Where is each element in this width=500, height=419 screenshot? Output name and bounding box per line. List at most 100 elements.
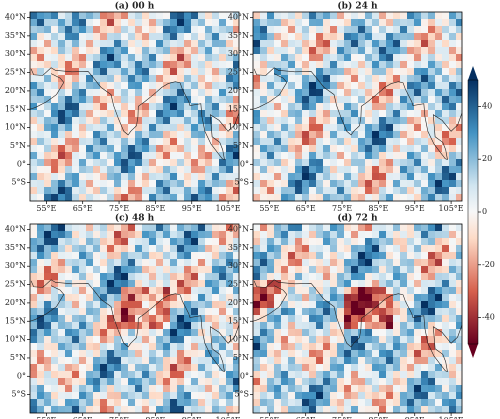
field-cell bbox=[205, 266, 212, 273]
field-cell bbox=[233, 364, 239, 371]
field-cell bbox=[330, 231, 337, 238]
field-cell bbox=[449, 68, 456, 75]
field-cell bbox=[100, 273, 107, 280]
field-cell bbox=[114, 47, 121, 54]
field-cell bbox=[428, 68, 435, 75]
field-cell bbox=[107, 103, 114, 110]
field-cell bbox=[330, 194, 337, 201]
field-cell bbox=[456, 406, 462, 413]
field-cell bbox=[51, 336, 58, 343]
field-cell bbox=[149, 194, 156, 201]
field-cell bbox=[212, 47, 219, 54]
field-cell bbox=[58, 378, 65, 385]
field-cell bbox=[267, 103, 274, 110]
field-cell bbox=[156, 103, 163, 110]
field-cell bbox=[295, 40, 302, 47]
field-cell bbox=[219, 75, 226, 82]
field-cell bbox=[344, 378, 351, 385]
field-cell bbox=[205, 187, 212, 194]
map-frame bbox=[252, 11, 463, 202]
field-cell bbox=[142, 350, 149, 357]
field-cell bbox=[358, 280, 365, 287]
field-cell bbox=[456, 315, 462, 322]
field-cell bbox=[435, 294, 442, 301]
field-cell bbox=[274, 26, 281, 33]
field-cell bbox=[65, 301, 72, 308]
field-cell bbox=[442, 68, 449, 75]
lon-tick-label: 55°E bbox=[36, 204, 56, 213]
field-cell bbox=[44, 54, 51, 61]
field-cell bbox=[414, 103, 421, 110]
field-cell bbox=[330, 245, 337, 252]
field-cell bbox=[142, 75, 149, 82]
coastline bbox=[253, 279, 317, 291]
field-cell bbox=[274, 89, 281, 96]
field-cell bbox=[253, 89, 260, 96]
field-cell bbox=[393, 110, 400, 117]
field-cell bbox=[365, 26, 372, 33]
field-cell bbox=[128, 26, 135, 33]
field-cell bbox=[163, 280, 170, 287]
field-cell bbox=[156, 152, 163, 159]
field-cell bbox=[456, 231, 462, 238]
field-cell bbox=[421, 385, 428, 392]
field-cell bbox=[100, 238, 107, 245]
field-cell bbox=[407, 231, 414, 238]
field-cell bbox=[337, 294, 344, 301]
field-cell bbox=[149, 280, 156, 287]
field-cell bbox=[379, 124, 386, 131]
field-cell bbox=[198, 266, 205, 273]
field-cell bbox=[156, 378, 163, 385]
field-cell bbox=[295, 252, 302, 259]
field-cell bbox=[219, 159, 226, 166]
field-cell bbox=[449, 287, 456, 294]
field-cell bbox=[274, 82, 281, 89]
field-cell bbox=[344, 399, 351, 406]
field-cell bbox=[205, 68, 212, 75]
field-cell bbox=[198, 187, 205, 194]
field-cell bbox=[456, 33, 462, 40]
field-cell bbox=[226, 187, 233, 194]
field-cell bbox=[337, 40, 344, 47]
field-cell bbox=[435, 82, 442, 89]
lon-tick-label: 105°E bbox=[216, 204, 241, 213]
field-cell bbox=[198, 173, 205, 180]
field-cell bbox=[316, 350, 323, 357]
field-cell bbox=[58, 103, 65, 110]
field-cell bbox=[351, 392, 358, 399]
field-cell bbox=[337, 47, 344, 54]
field-cell bbox=[421, 378, 428, 385]
field-cell bbox=[323, 33, 330, 40]
field-cell bbox=[421, 75, 428, 82]
field-cell bbox=[456, 89, 462, 96]
field-cell bbox=[219, 266, 226, 273]
field-cell bbox=[114, 259, 121, 266]
field-cell bbox=[260, 238, 267, 245]
field-cell bbox=[100, 399, 107, 406]
field-cell bbox=[274, 266, 281, 273]
field-cell bbox=[114, 145, 121, 152]
field-cell bbox=[72, 180, 79, 187]
field-cell bbox=[51, 252, 58, 259]
field-cell bbox=[51, 287, 58, 294]
field-cell bbox=[337, 12, 344, 19]
field-cell bbox=[393, 89, 400, 96]
field-cell bbox=[421, 194, 428, 201]
field-cell bbox=[86, 287, 93, 294]
field-cell bbox=[393, 252, 400, 259]
field-cell bbox=[316, 385, 323, 392]
field-cell bbox=[400, 399, 407, 406]
field-cell bbox=[93, 329, 100, 336]
field-cell bbox=[44, 399, 51, 406]
field-cell bbox=[114, 103, 121, 110]
field-cell bbox=[30, 75, 37, 82]
field-cell bbox=[449, 131, 456, 138]
field-cell bbox=[142, 68, 149, 75]
field-cell bbox=[100, 40, 107, 47]
field-cell bbox=[260, 336, 267, 343]
field-cell bbox=[170, 26, 177, 33]
field-cell bbox=[344, 68, 351, 75]
field-cell bbox=[219, 96, 226, 103]
field-cell bbox=[191, 75, 198, 82]
field-cell bbox=[316, 19, 323, 26]
